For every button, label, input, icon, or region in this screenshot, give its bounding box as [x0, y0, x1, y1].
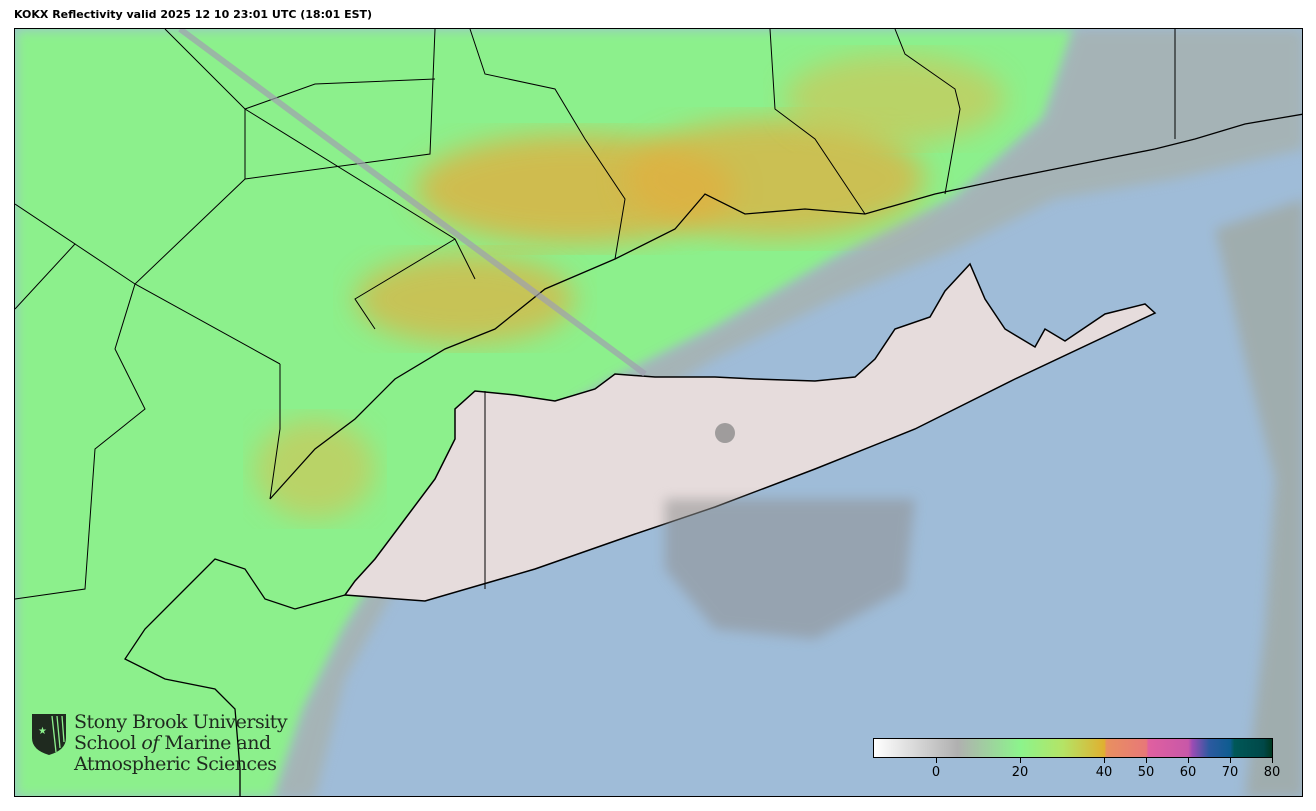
- nj-coastline: [124, 558, 346, 796]
- colorbar-tick: [1272, 758, 1273, 763]
- precip-core: [785, 54, 1005, 144]
- precip-core: [355, 254, 575, 344]
- precip-edge-gray: [275, 29, 1302, 796]
- colorbar-tick-label: 0: [931, 765, 941, 780]
- reflectivity-colorbar: [873, 738, 1273, 758]
- colorbar-tick-label: 40: [1095, 765, 1113, 780]
- map-title: KOKX Reflectivity valid 2025 12 10 23:01…: [14, 8, 373, 21]
- logo-line-2c: Marine and: [158, 732, 271, 754]
- colorbar-tick-label: 20: [1011, 765, 1029, 780]
- precip-core: [255, 419, 375, 519]
- precip-east-gray: [1215, 199, 1302, 796]
- ct-coastline: [269, 113, 1302, 500]
- radar-beam-artifact: [178, 29, 647, 377]
- colorbar-tick: [1104, 758, 1105, 763]
- colorbar-tick-label: 50: [1137, 765, 1155, 780]
- long-island: [343, 262, 1157, 602]
- colorbar-tick: [1230, 758, 1231, 763]
- logo-line-1: Stony Brook University: [74, 711, 288, 733]
- state-borders: [15, 29, 1176, 600]
- shield-logo-icon: ★: [32, 714, 66, 755]
- precip-core: [625, 119, 925, 239]
- colorbar-tick-label: 80: [1263, 765, 1281, 780]
- radar-site: [715, 423, 735, 443]
- radar-map-svg: [15, 29, 1302, 796]
- colorbar-tick: [936, 758, 937, 763]
- radar-clutter: [665, 499, 915, 639]
- colorbar-tick-label: 60: [1179, 765, 1197, 780]
- svg-text:★: ★: [38, 726, 47, 737]
- logo-line-3: Atmospheric Sciences: [74, 753, 277, 775]
- logo-line-2a: School: [74, 732, 142, 754]
- colorbar-tick: [1146, 758, 1147, 763]
- radar-map[interactable]: [14, 28, 1303, 797]
- colorbar-tick: [1020, 758, 1021, 763]
- logo-line-2b: of: [141, 732, 159, 754]
- colorbar-tick: [1188, 758, 1189, 763]
- colorbar-tick-label: 70: [1221, 765, 1239, 780]
- sbu-somas-logo: ★ Stony Brook University School of Marin…: [30, 711, 288, 775]
